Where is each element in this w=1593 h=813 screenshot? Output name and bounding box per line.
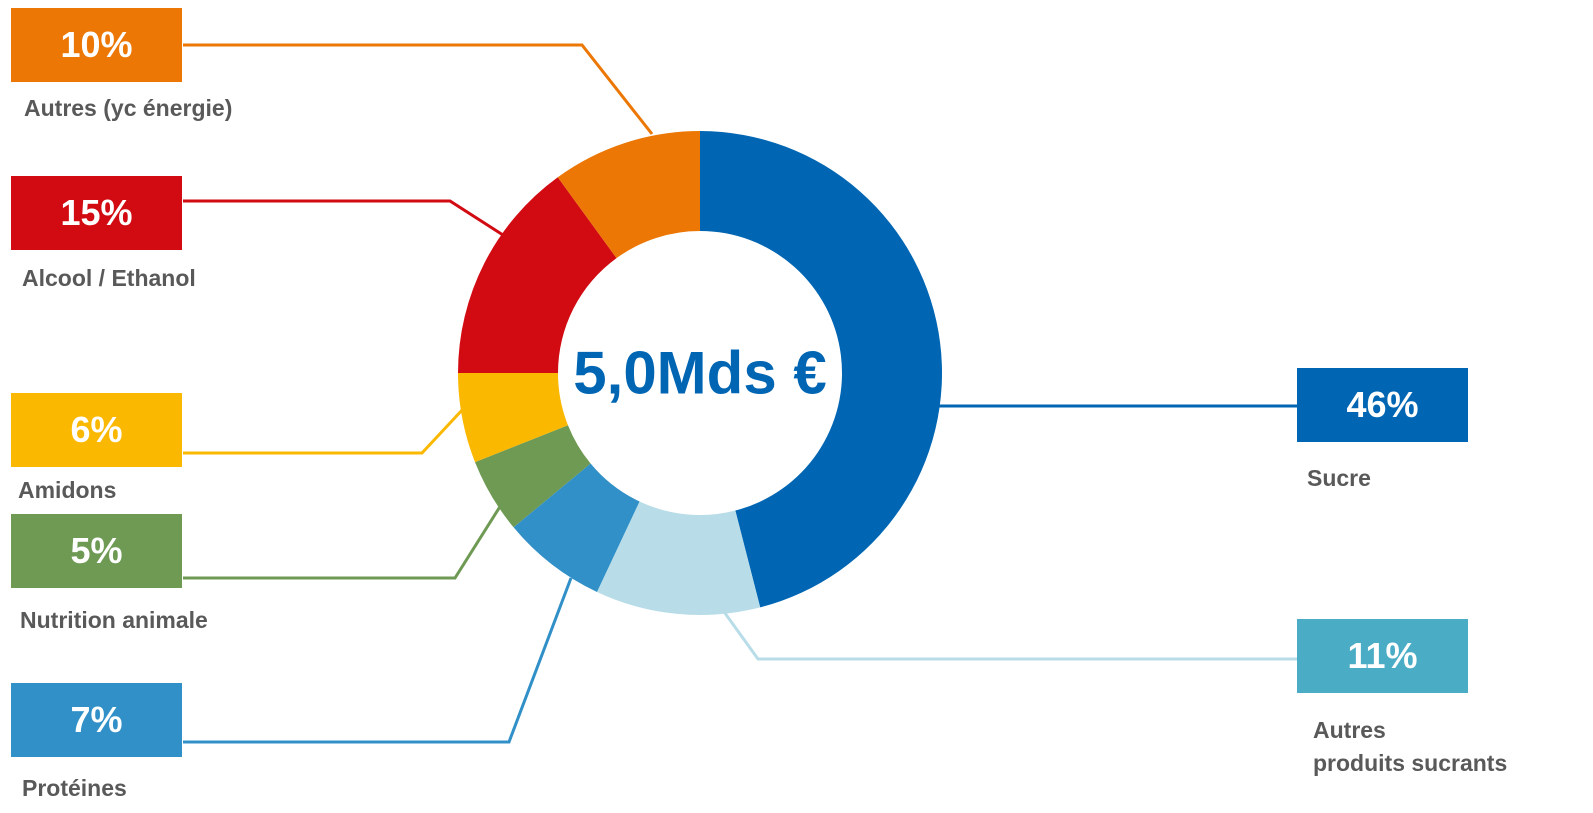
center-total-label: 5,0Mds €: [573, 339, 827, 407]
leader-line-3: [183, 577, 573, 744]
category-label-5: Amidons: [18, 477, 117, 503]
value-label-2: 11%: [1297, 619, 1468, 693]
leader-line-2: [720, 608, 1297, 661]
donut-slice-2: [596, 501, 761, 615]
category-label-3: Protéines: [22, 775, 127, 801]
value-label-5: 6%: [11, 393, 182, 467]
category-label-6: Alcool / Ethanol: [22, 265, 196, 291]
category-label-1: Sucre: [1307, 465, 1371, 491]
leader-line-5: [183, 406, 466, 455]
leader-line-6: [183, 199, 504, 237]
category-label-4: Nutrition animale: [20, 607, 208, 633]
value-label-3: 7%: [11, 683, 182, 757]
value-label-6: 15%: [11, 176, 182, 250]
donut-slice-6: [458, 177, 617, 373]
leader-line-7: [183, 43, 654, 135]
donut-slice-3: [513, 463, 640, 592]
category-label-7: Autres (yc énergie): [24, 95, 233, 121]
category-label-2: Autres produits sucrants: [1313, 717, 1508, 777]
donut-slice-7: [557, 131, 700, 259]
donut-slice-1: [700, 131, 942, 608]
leader-line-4: [183, 504, 503, 580]
donut-slice-4: [474, 425, 591, 528]
value-label-7: 10%: [11, 8, 182, 82]
value-label-4: 5%: [11, 514, 182, 588]
value-label-1: 46%: [1297, 368, 1468, 442]
donut-slice-5: [458, 373, 568, 463]
